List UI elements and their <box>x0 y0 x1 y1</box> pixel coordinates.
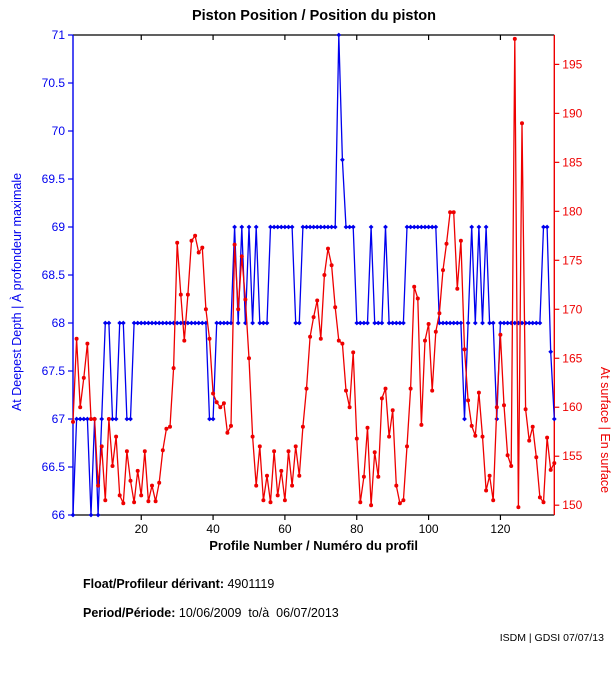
left-tick-label: 67 <box>52 412 66 426</box>
x-tick-label: 20 <box>135 522 149 536</box>
right-tick-label: 180 <box>562 204 582 218</box>
left-tick-label: 69 <box>52 220 66 234</box>
right-axis-label: At surface | En surface <box>598 367 611 493</box>
left-tick-label: 68 <box>52 316 66 330</box>
credit-text: ISDM | GDSI 07/07/13 <box>499 632 604 644</box>
chart-title: Piston Position / Position du piston <box>191 8 437 24</box>
series-line-deepest <box>72 34 555 516</box>
period-label: Period/Période: <box>83 606 176 620</box>
x-tick-label: 40 <box>206 522 220 536</box>
float-id-line: Float/Profileur dérivant: 4901119 <box>83 577 274 591</box>
x-axis-label: Profile Number / Numéro du profil <box>209 538 418 553</box>
right-tick-label: 190 <box>562 106 582 120</box>
left-tick-label: 67.5 <box>42 364 66 378</box>
left-tick-label: 70.5 <box>42 76 66 90</box>
right-tick-label: 195 <box>562 57 582 71</box>
period-line: Period/Période: 10/06/2009 to/à 06/07/20… <box>83 606 339 620</box>
left-axis-label: At Deepest Depth | À profondeur maximale <box>9 173 24 411</box>
right-tick-label: 150 <box>562 498 582 512</box>
float-id-label: Float/Profileur dérivant: <box>83 577 224 591</box>
left-tick-label: 70 <box>52 124 66 138</box>
left-tick-label: 71 <box>52 28 66 42</box>
right-tick-label: 160 <box>562 400 582 414</box>
right-tick-label: 170 <box>562 302 582 316</box>
left-tick-label: 68.5 <box>42 268 66 282</box>
right-tick-label: 155 <box>562 449 582 463</box>
x-tick-label: 100 <box>419 522 439 536</box>
right-tick-label: 175 <box>562 253 582 267</box>
x-tick-label: 80 <box>350 522 364 536</box>
left-tick-label: 66.5 <box>42 460 66 474</box>
float-id-value: 4901119 <box>224 577 275 591</box>
right-tick-label: 165 <box>562 351 582 365</box>
period-value: 10/06/2009 to/à 06/07/2013 <box>175 606 339 620</box>
x-tick-label: 60 <box>278 522 292 536</box>
series-markers-surface <box>71 36 557 510</box>
left-tick-label: 66 <box>52 508 66 522</box>
right-tick-label: 185 <box>562 155 582 169</box>
left-tick-label: 69.5 <box>42 172 66 186</box>
x-tick-label: 120 <box>490 522 510 536</box>
